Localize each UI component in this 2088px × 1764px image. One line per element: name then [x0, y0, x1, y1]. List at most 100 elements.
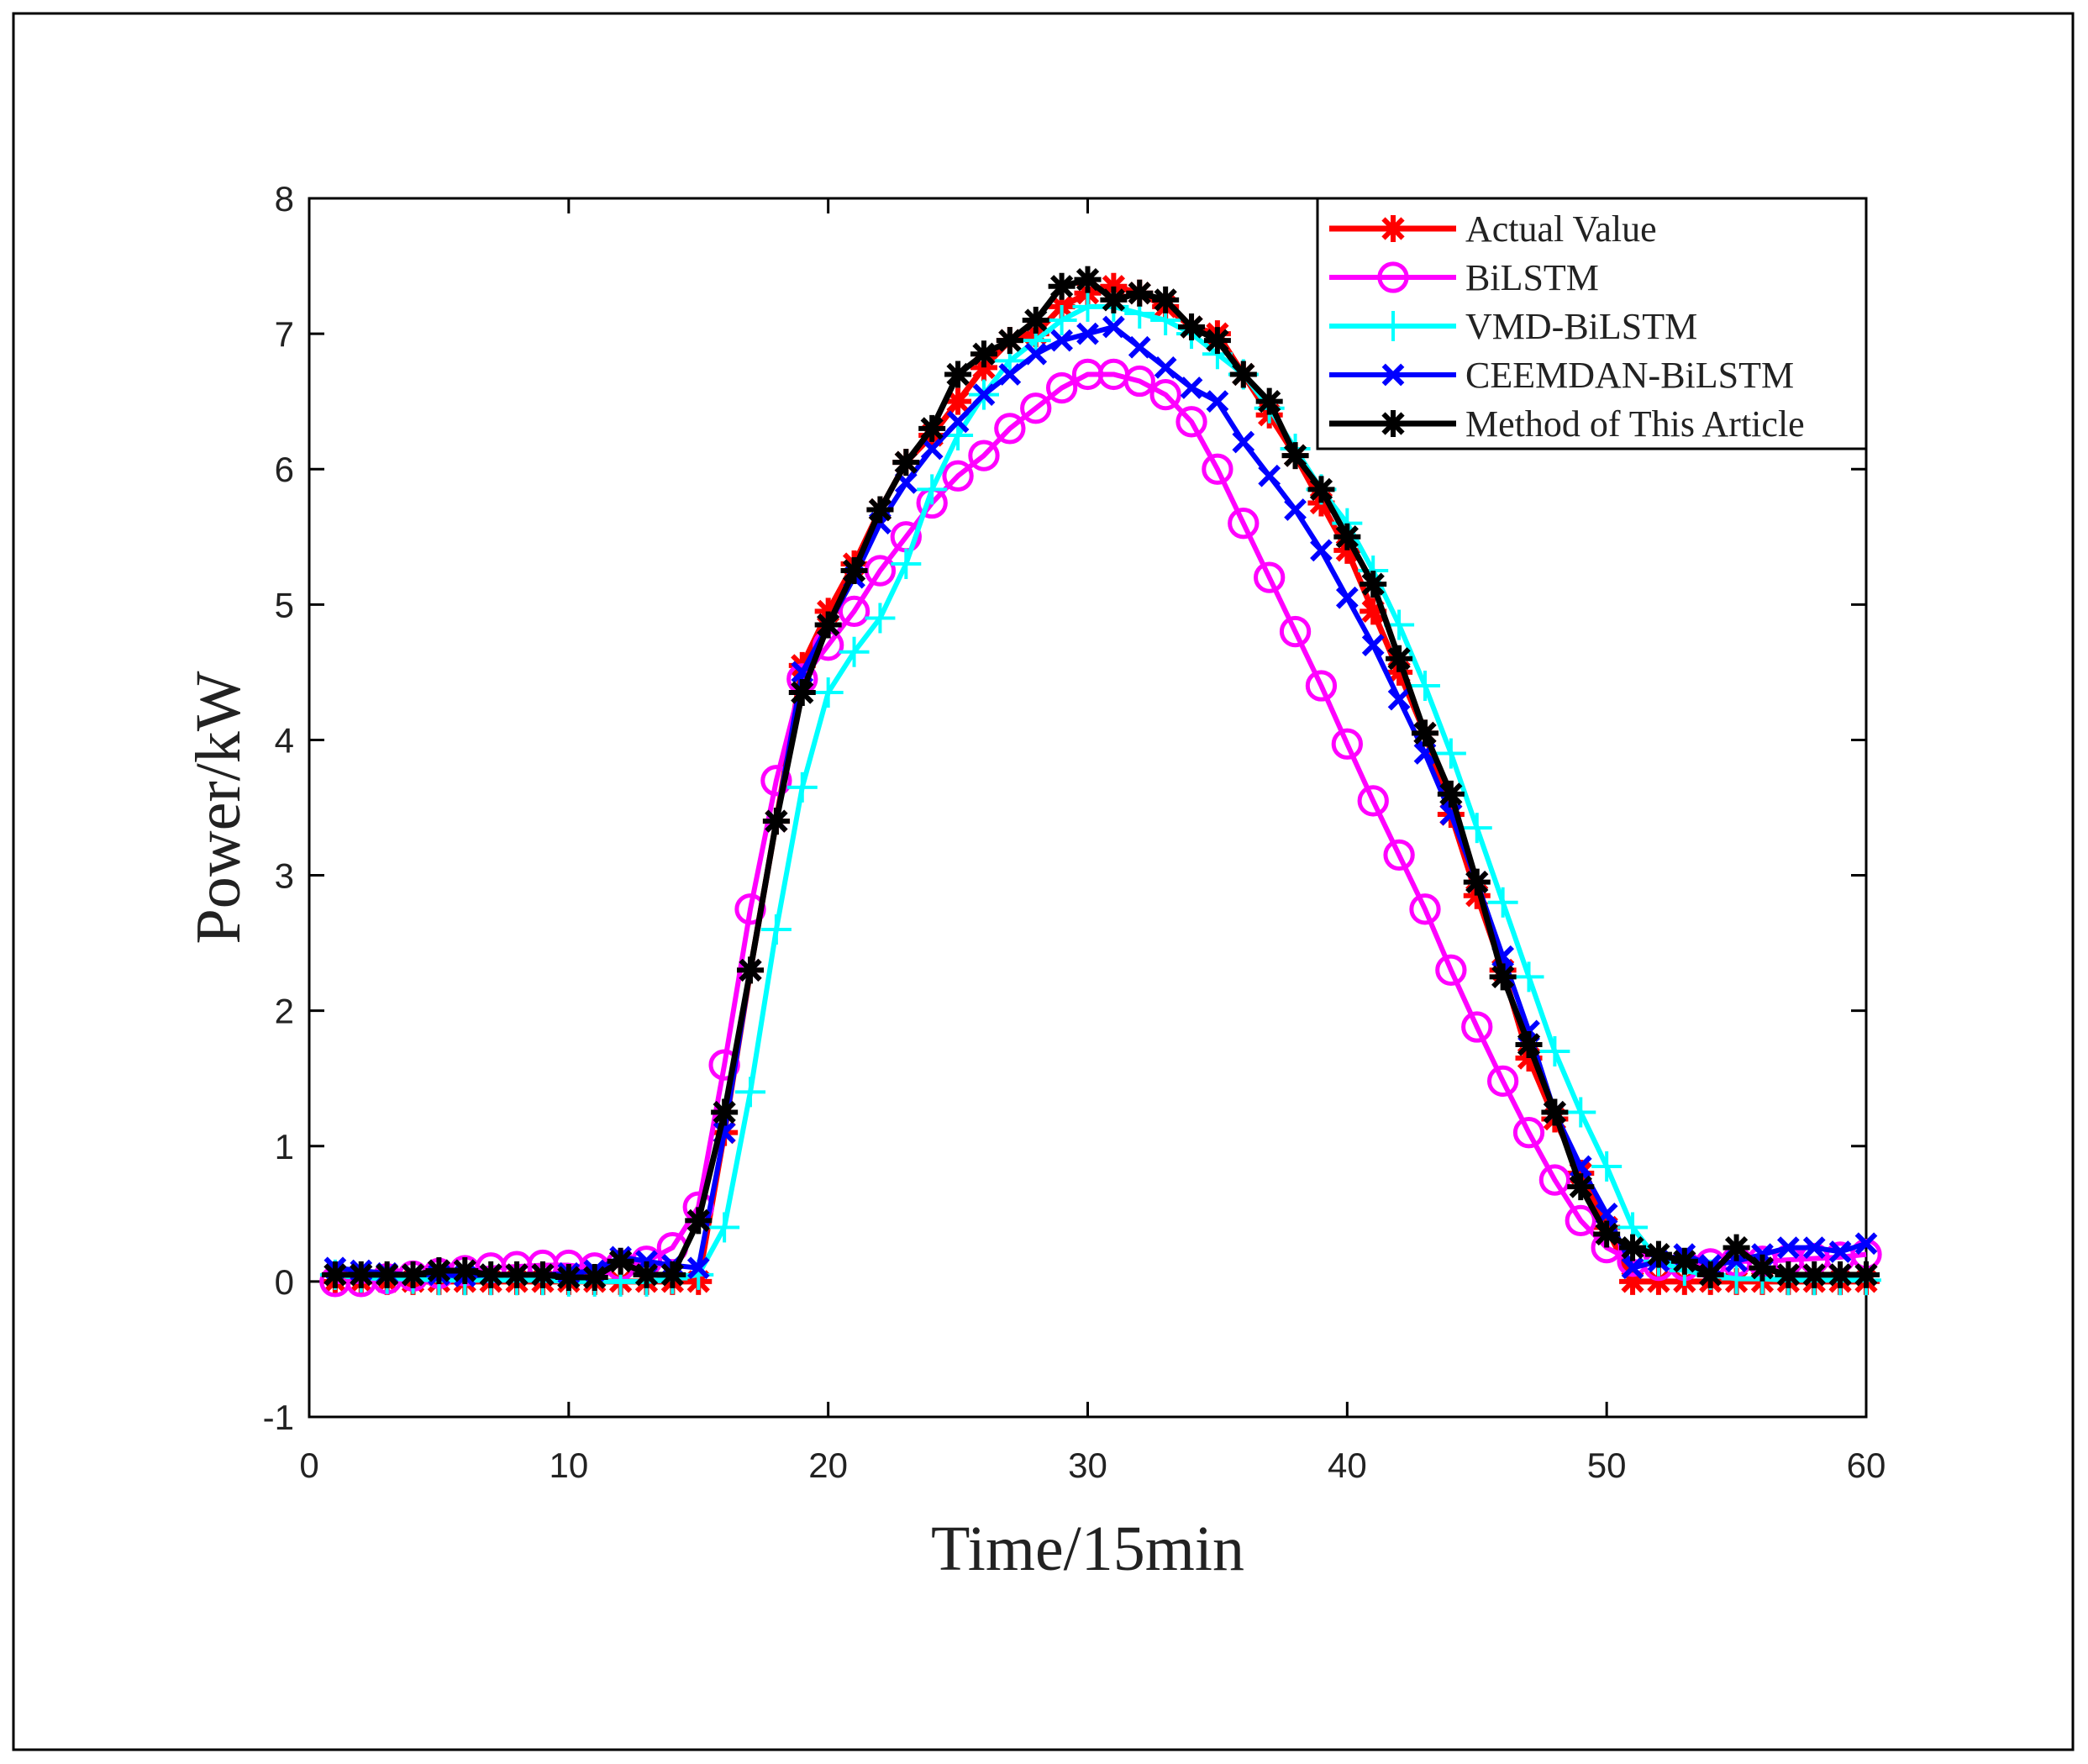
data-point — [425, 1257, 453, 1284]
data-point — [1361, 634, 1385, 657]
data-point — [1045, 371, 1078, 404]
data-point — [685, 1207, 713, 1235]
x-tick-label: 30 — [1068, 1445, 1107, 1485]
data-point — [399, 1261, 427, 1288]
data-point — [1281, 442, 1309, 470]
data-point — [1621, 1256, 1644, 1280]
data-point — [994, 413, 1026, 445]
legend-label: Method of This Article — [1465, 403, 1805, 445]
data-point — [942, 460, 974, 492]
data-point — [633, 1261, 660, 1288]
series-4 — [321, 266, 1880, 1292]
data-point — [762, 808, 790, 835]
legend-entry: VMD-BiLSTM — [1329, 306, 1697, 347]
x-tick-label: 20 — [808, 1445, 848, 1485]
data-point — [1180, 376, 1203, 399]
data-point — [866, 496, 894, 524]
legend-label: VMD-BiLSTM — [1465, 306, 1697, 347]
data-point — [1513, 961, 1544, 993]
data-point — [1853, 1261, 1880, 1288]
data-point — [1515, 1030, 1543, 1058]
data-point — [1333, 523, 1361, 550]
figure-frame — [12, 12, 2075, 1751]
data-point — [711, 1098, 739, 1126]
data-point — [373, 1261, 401, 1288]
x-tick-label: 50 — [1587, 1445, 1627, 1485]
y-tick-label: 3 — [275, 856, 294, 896]
data-point — [1539, 1036, 1570, 1066]
data-point — [1565, 1204, 1596, 1237]
data-point — [1801, 1261, 1828, 1288]
legend-label: CEEMDAN-BiLSTM — [1465, 355, 1794, 396]
legend-marker — [1377, 261, 1409, 293]
legend-entry: BiLSTM — [1329, 257, 1599, 298]
data-point — [581, 1264, 608, 1292]
data-point — [503, 1261, 531, 1288]
x-tick-label: 40 — [1328, 1445, 1367, 1485]
y-axis-title: Power/kW — [183, 671, 254, 944]
data-point — [1854, 1232, 1878, 1256]
data-point — [1749, 1254, 1776, 1282]
data-point — [451, 1257, 479, 1284]
data-point — [1048, 272, 1076, 300]
data-point — [1619, 1234, 1647, 1261]
y-tick-label: 5 — [275, 585, 294, 624]
data-point — [1387, 687, 1411, 711]
data-point — [1591, 1151, 1623, 1182]
data-point — [686, 1256, 710, 1280]
data-point — [1360, 571, 1387, 598]
data-point — [1386, 645, 1413, 672]
data-point — [1152, 286, 1180, 313]
data-point — [1284, 498, 1307, 521]
legend-marker — [1378, 311, 1408, 341]
data-point — [760, 765, 792, 797]
legend-entry: Actual Value — [1329, 208, 1657, 250]
data-point — [1541, 1098, 1569, 1126]
legend-marker — [1380, 215, 1407, 242]
data-point — [1722, 1234, 1750, 1261]
data-point — [1123, 365, 1155, 398]
data-point — [786, 771, 818, 803]
x-axis-title: Time/15min — [931, 1514, 1244, 1584]
x-tick-label: 60 — [1847, 1445, 1886, 1485]
data-point — [892, 449, 920, 477]
legend: Actual Value BiLSTM VMD-BiLSTM CEEMDAN-BiLS… — [1316, 197, 1868, 450]
data-point — [1128, 335, 1151, 359]
legend-entry: Method of This Article — [1329, 403, 1805, 445]
data-point — [1178, 313, 1206, 341]
data-point — [1024, 342, 1048, 366]
data-point — [1255, 387, 1283, 415]
data-point — [1331, 728, 1363, 760]
data-point — [1644, 1240, 1672, 1268]
data-point — [1538, 1164, 1571, 1196]
data-point — [709, 1212, 740, 1243]
data-point — [968, 440, 1000, 471]
y-tick-label: 4 — [275, 720, 294, 760]
data-point — [891, 549, 922, 579]
data-point — [1310, 539, 1333, 562]
data-point — [1670, 1247, 1698, 1275]
data-point — [1567, 1173, 1595, 1201]
data-point — [1232, 430, 1255, 454]
data-point — [708, 1049, 740, 1081]
data-point — [1206, 390, 1229, 413]
data-point — [1076, 322, 1099, 345]
data-point — [839, 636, 870, 667]
data-point — [1279, 615, 1312, 648]
data-point — [1335, 586, 1359, 609]
y-tick-label: 0 — [275, 1262, 294, 1302]
data-point — [1305, 670, 1338, 702]
x-tick-label: 0 — [299, 1445, 318, 1485]
data-point — [972, 383, 996, 406]
y-tick-label: -1 — [263, 1398, 294, 1437]
y-tick-label: 6 — [275, 450, 294, 489]
data-point — [814, 611, 842, 639]
legend-marker — [1380, 410, 1407, 437]
y-tick-label: 1 — [275, 1127, 294, 1166]
data-point — [1461, 813, 1492, 844]
data-point — [760, 914, 792, 945]
data-point — [529, 1261, 556, 1288]
data-point — [347, 1261, 375, 1288]
data-point — [1203, 327, 1231, 355]
